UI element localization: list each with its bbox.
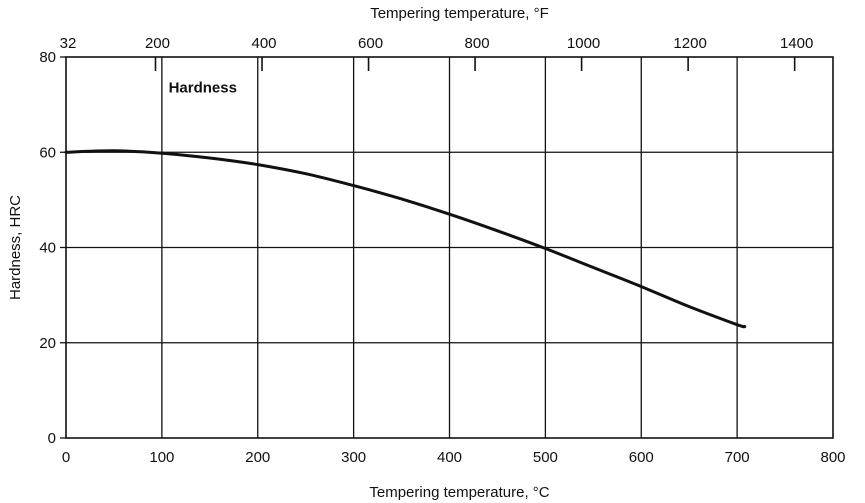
x-tick-label: 500 <box>533 449 558 466</box>
x2-tick-label: 400 <box>251 35 276 52</box>
y-axis-ticks: 0 20 40 60 80 <box>39 49 66 447</box>
x2-tick-label: 200 <box>145 35 170 52</box>
x-tick-label: 700 <box>725 449 750 466</box>
series-label-hardness: Hardness <box>169 80 237 97</box>
x-tick-label: 100 <box>149 449 174 466</box>
y-tick-label: 20 <box>39 335 56 352</box>
x-tick-label: 400 <box>437 449 462 466</box>
x-tick-label: 800 <box>820 449 845 466</box>
x2-tick-label: 1400 <box>780 35 813 52</box>
x-tick-label: 0 <box>62 449 70 466</box>
x-tick-label: 300 <box>341 449 366 466</box>
y-tick-label: 0 <box>48 430 56 447</box>
y-tick-label: 80 <box>39 49 56 66</box>
y-tick-label: 60 <box>39 144 56 161</box>
x2-tick-label: 800 <box>465 35 490 52</box>
x2-tick-label: 32 <box>60 35 77 52</box>
x2-tick-label: 1200 <box>673 35 706 52</box>
x-axis-ticks: 0 100 200 300 400 500 600 700 800 <box>62 449 846 466</box>
x2-tick-label: 600 <box>358 35 383 52</box>
x2-tick-label: 1000 <box>567 35 600 52</box>
y-axis-title: Hardness, HRC <box>7 195 24 300</box>
x2-axis-title: Tempering temperature, °F <box>370 5 549 22</box>
x-tick-label: 200 <box>245 449 270 466</box>
x2-axis-ticks: 32 200 400 600 800 1000 1200 1400 <box>60 35 813 71</box>
hardness-curve <box>64 149 747 329</box>
y-tick-label: 40 <box>39 240 56 257</box>
grid-lines <box>66 57 833 438</box>
x-tick-label: 600 <box>629 449 654 466</box>
x-axis-title: Tempering temperature, °C <box>369 484 549 501</box>
